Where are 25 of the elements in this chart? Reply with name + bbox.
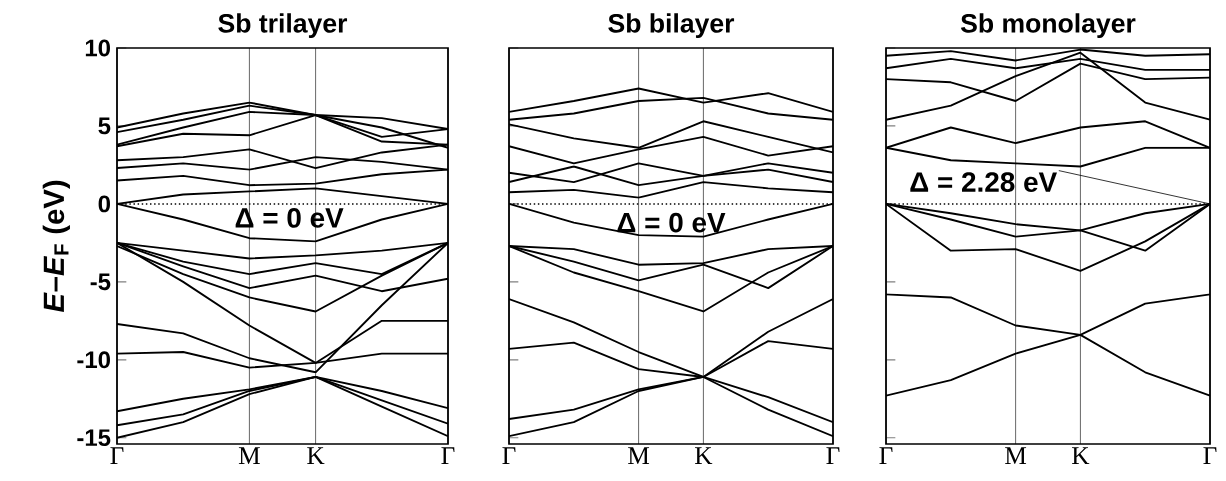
x-tick-label: K xyxy=(307,447,325,464)
y-tick-label: -15 xyxy=(77,429,111,447)
x-tick-label: Γ xyxy=(879,447,893,464)
chart-title: Sb trilayer xyxy=(218,13,348,39)
x-tick-label: Γ xyxy=(441,447,455,464)
x-tick-label: K xyxy=(1072,447,1090,464)
y-tick-label: -10 xyxy=(77,351,110,369)
annotation: Δ = 0 eV xyxy=(235,208,344,228)
y-tick-label: 10 xyxy=(85,39,110,57)
x-tick-label: M xyxy=(628,447,650,464)
x-tick-label: Γ xyxy=(826,447,840,464)
x-tick-label: Γ xyxy=(110,447,124,464)
y-tick-label: 5 xyxy=(98,117,111,135)
x-tick-label: M xyxy=(238,447,260,464)
x-tick-label: M xyxy=(1005,447,1027,464)
annotation: Δ = 2.28 eV xyxy=(910,172,1057,192)
y-tick-label: -5 xyxy=(90,273,111,291)
y-tick-label: 0 xyxy=(98,195,110,213)
x-tick-label: K xyxy=(695,447,713,464)
annotation: Δ = 0 eV xyxy=(617,212,726,233)
x-tick-label: Γ xyxy=(1203,447,1217,464)
x-tick-label: Γ xyxy=(502,447,516,464)
y-axis-title: E–E$_{F}$ (eV) xyxy=(42,180,70,313)
chart-title: Sb monolayer xyxy=(960,13,1136,39)
chart-title: Sb bilayer xyxy=(608,13,735,39)
